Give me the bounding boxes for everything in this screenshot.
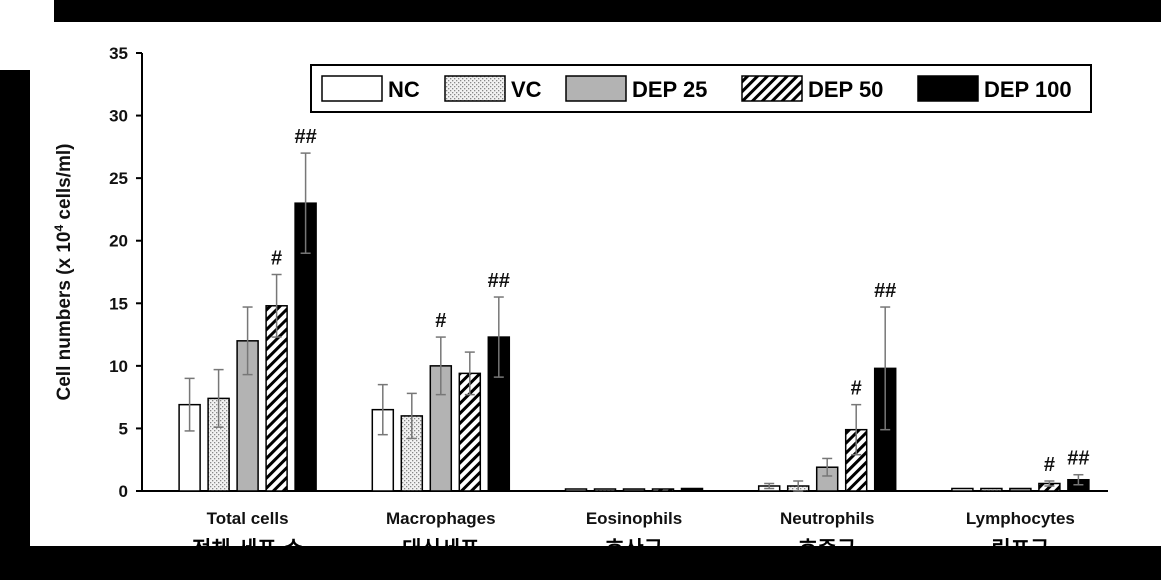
- y-axis-label-exponent: 4: [52, 225, 66, 232]
- top-frame-band: [54, 0, 1161, 22]
- significance-mark: ##: [874, 280, 896, 302]
- legend-label: NC: [388, 77, 420, 102]
- bar: [1009, 487, 1032, 492]
- y-tick-label: 0: [119, 482, 128, 501]
- legend-swatch: [917, 75, 979, 102]
- significance-mark: #: [851, 378, 862, 400]
- category-label: Macrophages: [386, 509, 496, 528]
- significance-mark: ##: [1067, 448, 1089, 470]
- y-tick-label: 15: [109, 294, 128, 313]
- legend-swatch: [565, 75, 627, 102]
- y-tick-label: 25: [109, 169, 128, 188]
- legend-label: DEP 50: [808, 77, 883, 102]
- bar: [622, 488, 646, 492]
- bar: [951, 487, 974, 492]
- y-axis-label: Cell numbers (x 104 cells/ml): [52, 144, 75, 401]
- bars-layer: ########## ##: [178, 126, 1090, 492]
- significance-mark: #: [435, 310, 446, 332]
- legend-label: VC: [511, 77, 542, 102]
- bar: [651, 488, 675, 492]
- bar: [980, 487, 1003, 492]
- significance-mark: ##: [488, 270, 510, 292]
- category-label: Total cells: [207, 509, 289, 528]
- legend-swatch: [444, 75, 506, 102]
- significance-mark: #: [1044, 454, 1055, 476]
- y-tick-label: 20: [109, 232, 128, 251]
- category-label: Lymphocytes: [966, 509, 1075, 528]
- legend-label: DEP 25: [632, 77, 707, 102]
- y-tick-label: 30: [109, 107, 128, 126]
- category-label: Neutrophils: [780, 509, 874, 528]
- category-label: Eosinophils: [586, 509, 682, 528]
- bar: [593, 488, 617, 492]
- left-frame-band: [0, 70, 30, 580]
- legend-swatch: [321, 75, 383, 102]
- category-labels: Total cells전체 세포 수Macrophages대식세포Eosinop…: [0, 509, 1161, 580]
- legend-swatch: [741, 75, 803, 102]
- bar: [680, 487, 704, 492]
- bottom-frame-overlay: [0, 546, 1161, 580]
- y-tick-label: 10: [109, 357, 128, 376]
- bar: [564, 488, 588, 492]
- significance-mark: ##: [294, 126, 316, 148]
- y-tick-label: 35: [109, 44, 128, 63]
- legend-label: DEP 100: [984, 77, 1072, 102]
- y-tick-label: 5: [119, 419, 128, 438]
- legend: NC VC DEP 25 DEP 50 DEP 100: [310, 64, 1092, 113]
- significance-mark: #: [271, 248, 282, 270]
